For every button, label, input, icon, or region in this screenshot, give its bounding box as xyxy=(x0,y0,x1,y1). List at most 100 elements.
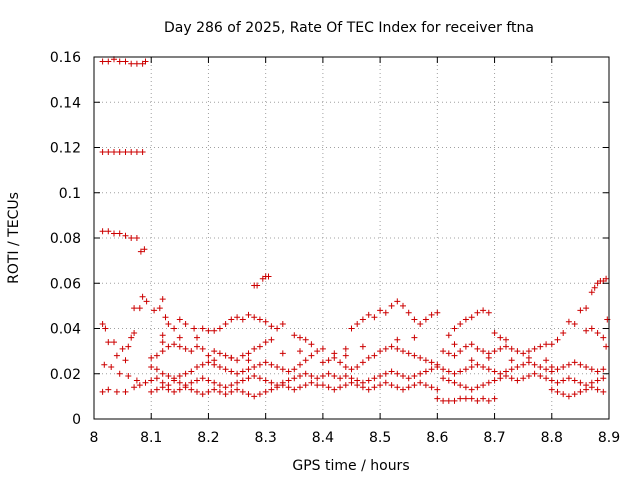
data-point xyxy=(457,395,464,402)
data-point xyxy=(136,382,143,389)
data-point xyxy=(434,386,441,393)
data-point xyxy=(480,382,487,389)
data-point xyxy=(194,343,200,350)
data-point xyxy=(394,384,401,391)
chart-title: Day 286 of 2025, Rate Of TEC Index for r… xyxy=(164,20,534,36)
data-point xyxy=(165,386,172,393)
data-point xyxy=(256,316,263,323)
data-point xyxy=(474,345,481,352)
data-point xyxy=(199,375,206,382)
data-point xyxy=(445,397,452,404)
data-point xyxy=(279,350,286,357)
data-point xyxy=(165,373,172,379)
data-point xyxy=(365,354,372,361)
data-point xyxy=(480,348,487,355)
data-point xyxy=(543,366,550,373)
data-point xyxy=(503,343,509,350)
data-point xyxy=(234,314,241,321)
data-point xyxy=(153,352,160,359)
data-point xyxy=(285,368,292,375)
data-point xyxy=(216,350,223,357)
y-tick-label: 0.12 xyxy=(50,141,81,157)
data-point xyxy=(451,352,458,359)
data-point xyxy=(262,318,269,325)
data-point xyxy=(371,384,378,391)
data-point xyxy=(308,341,315,348)
data-point xyxy=(388,343,395,350)
data-point xyxy=(457,348,464,355)
data-point xyxy=(131,305,138,312)
data-point xyxy=(216,382,223,389)
data-point xyxy=(548,341,555,348)
data-point xyxy=(497,334,504,341)
data-point xyxy=(222,352,229,359)
data-point xyxy=(417,370,424,377)
data-point xyxy=(143,298,150,305)
y-tick-label: 0.1 xyxy=(59,186,81,202)
data-point xyxy=(428,384,435,391)
data-point xyxy=(122,357,129,364)
data-point xyxy=(99,388,106,395)
data-point xyxy=(382,345,389,352)
data-point xyxy=(153,375,160,382)
data-point xyxy=(291,332,298,339)
data-point xyxy=(297,348,303,355)
data-point xyxy=(342,382,349,389)
data-point xyxy=(354,364,361,370)
data-point xyxy=(342,345,349,352)
data-point xyxy=(234,379,241,386)
data-point xyxy=(525,348,532,355)
data-point xyxy=(571,377,578,384)
data-point xyxy=(451,370,458,377)
data-point xyxy=(156,305,163,312)
data-point xyxy=(105,149,112,155)
data-point xyxy=(102,325,109,332)
data-point xyxy=(537,364,544,370)
data-point xyxy=(480,364,487,370)
data-point xyxy=(216,364,223,370)
data-point xyxy=(405,350,412,357)
data-point xyxy=(342,364,349,370)
data-point xyxy=(251,373,258,379)
data-point xyxy=(182,345,189,352)
data-point xyxy=(571,321,578,327)
data-point xyxy=(182,384,189,391)
data-point xyxy=(371,352,378,359)
data-point xyxy=(497,375,504,382)
data-point xyxy=(371,314,378,321)
x-tick-label: 8.3 xyxy=(255,430,277,446)
data-point xyxy=(577,307,584,314)
data-point xyxy=(256,375,263,382)
data-point xyxy=(245,311,252,318)
data-point xyxy=(205,327,212,334)
data-point xyxy=(125,373,132,379)
data-point xyxy=(105,228,112,235)
x-tick-label: 8.5 xyxy=(369,430,391,446)
data-point xyxy=(256,391,263,398)
x-tick-label: 8.4 xyxy=(312,430,334,446)
data-point xyxy=(131,330,138,336)
data-point xyxy=(474,384,481,391)
data-point xyxy=(139,293,146,300)
data-point xyxy=(116,149,123,155)
data-point xyxy=(205,352,212,359)
data-point xyxy=(194,364,200,370)
data-point xyxy=(480,395,487,402)
data-point xyxy=(525,354,532,361)
data-point xyxy=(153,366,160,373)
data-point xyxy=(239,352,246,359)
data-point xyxy=(417,354,424,361)
data-point xyxy=(468,314,475,321)
data-point xyxy=(113,352,120,359)
data-point xyxy=(194,377,200,384)
y-tick-label: 0.08 xyxy=(50,231,81,247)
data-point xyxy=(116,58,123,65)
data-point xyxy=(331,373,338,379)
data-point xyxy=(331,354,338,361)
data-point xyxy=(165,343,172,350)
data-point xyxy=(400,373,406,379)
data-point xyxy=(128,149,135,155)
data-point xyxy=(577,388,584,395)
data-point xyxy=(503,373,509,379)
